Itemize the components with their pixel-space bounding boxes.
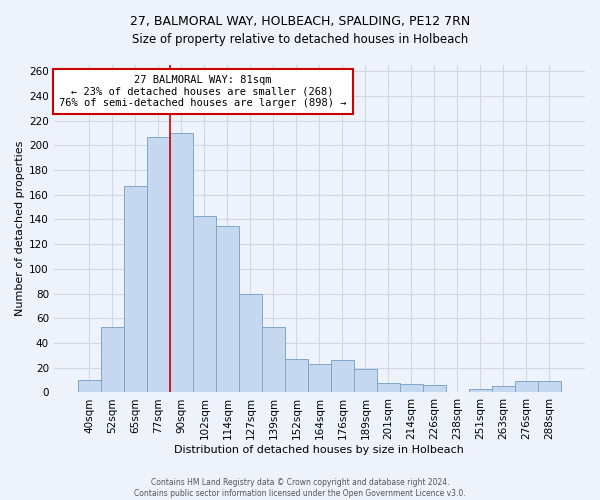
- Bar: [492, 386, 515, 392]
- Text: Contains HM Land Registry data © Crown copyright and database right 2024.
Contai: Contains HM Land Registry data © Crown c…: [134, 478, 466, 498]
- Bar: [331, 360, 354, 392]
- Bar: [239, 294, 262, 392]
- Bar: [423, 385, 446, 392]
- Bar: [308, 364, 331, 392]
- Bar: [538, 382, 561, 392]
- Text: 27, BALMORAL WAY, HOLBEACH, SPALDING, PE12 7RN: 27, BALMORAL WAY, HOLBEACH, SPALDING, PE…: [130, 15, 470, 28]
- Text: Size of property relative to detached houses in Holbeach: Size of property relative to detached ho…: [132, 32, 468, 46]
- Bar: [216, 226, 239, 392]
- Bar: [400, 384, 423, 392]
- Text: 27 BALMORAL WAY: 81sqm
← 23% of detached houses are smaller (268)
76% of semi-de: 27 BALMORAL WAY: 81sqm ← 23% of detached…: [59, 75, 346, 108]
- Bar: [147, 136, 170, 392]
- Bar: [469, 389, 492, 392]
- Bar: [101, 327, 124, 392]
- Y-axis label: Number of detached properties: Number of detached properties: [15, 141, 25, 316]
- Bar: [377, 382, 400, 392]
- Bar: [262, 327, 285, 392]
- Bar: [354, 369, 377, 392]
- Bar: [170, 133, 193, 392]
- X-axis label: Distribution of detached houses by size in Holbeach: Distribution of detached houses by size …: [175, 445, 464, 455]
- Bar: [193, 216, 216, 392]
- Bar: [515, 382, 538, 392]
- Bar: [285, 359, 308, 392]
- Bar: [78, 380, 101, 392]
- Bar: [124, 186, 147, 392]
